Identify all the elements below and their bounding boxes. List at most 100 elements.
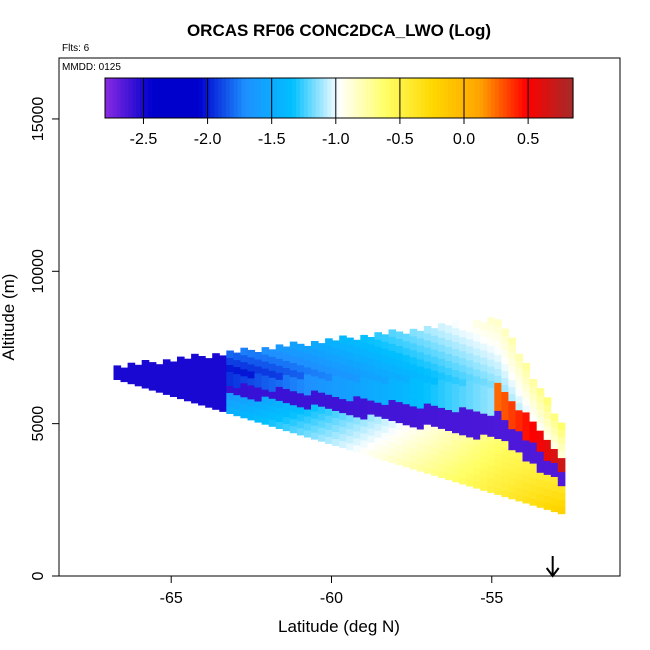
- heatmap-cell: [318, 343, 326, 351]
- heatmap-cell: [423, 431, 432, 439]
- heatmap-cell: [325, 422, 333, 430]
- heatmap-cell: [452, 327, 460, 336]
- heatmap-cell: [501, 482, 509, 491]
- heatmap-cell: [318, 399, 326, 407]
- heatmap-cell: [536, 416, 545, 424]
- heatmap-cell: [508, 407, 516, 416]
- colorbar-swatch: [498, 78, 504, 118]
- heatmap-cell: [487, 457, 495, 465]
- heatmap-cell: [437, 463, 446, 471]
- heatmap-cell: [423, 382, 432, 390]
- colorbar-swatch: [522, 78, 527, 118]
- heatmap-cell: [494, 375, 502, 383]
- heatmap-cell: [395, 429, 404, 438]
- heatmap-cell: [282, 423, 291, 432]
- heatmap-cell: [177, 356, 185, 365]
- heatmap-cell: [529, 386, 538, 394]
- colorbar-frame: [104, 77, 574, 119]
- heatmap-cell: [452, 432, 460, 441]
- heatmap-cell: [402, 347, 411, 356]
- heatmap-cell: [423, 410, 432, 418]
- heatmap-cell: [459, 434, 467, 443]
- heatmap-cell: [261, 354, 270, 362]
- heatmap-cell: [466, 436, 474, 445]
- heatmap-cell: [395, 415, 404, 424]
- heatmap-cell: [212, 402, 220, 410]
- heatmap-cell: [557, 429, 566, 438]
- heatmap-cell: [311, 390, 319, 398]
- heatmap-cell: [388, 406, 397, 414]
- heatmap-cell: [473, 404, 481, 412]
- heatmap-cell: [536, 500, 545, 508]
- heatmap-cell: [459, 427, 467, 436]
- heatmap-cell: [303, 387, 312, 396]
- colorbar-swatch: [510, 78, 516, 118]
- heatmap-cell: [550, 504, 559, 513]
- heatmap-cell: [296, 385, 305, 394]
- heatmap-cell: [452, 397, 460, 406]
- heatmap-cell: [459, 357, 467, 366]
- heatmap-cell: [184, 365, 192, 374]
- heatmap-cell: [515, 416, 524, 425]
- heatmap-cell: [508, 442, 516, 451]
- colorbar-swatch: [175, 78, 180, 118]
- heatmap-cell: [233, 366, 241, 375]
- heatmap-cell: [416, 408, 425, 416]
- heatmap-cell: [381, 390, 390, 398]
- colorbar: -2.5 -2.0 -1.5 -1.0 -0.5 0.0 0.5: [104, 77, 574, 148]
- heatmap-cell: [402, 417, 411, 426]
- heatmap-cell: [494, 368, 502, 376]
- heatmap-cell: [282, 367, 291, 375]
- colorbar-swatch: [530, 78, 535, 118]
- heatmap-cell: [205, 386, 213, 394]
- heatmap-cell: [409, 377, 418, 386]
- heatmap-cell: [296, 371, 305, 380]
- heatmap-cell: [346, 407, 354, 416]
- heatmap-cell: [169, 389, 178, 397]
- heatmap-cell: [423, 438, 432, 446]
- heatmap-cell: [388, 392, 397, 400]
- heatmap-cell: [409, 335, 418, 344]
- colorbar-swatch: [163, 78, 168, 118]
- heatmap-cell: [127, 362, 136, 371]
- heatmap-cell: [543, 453, 552, 461]
- heatmap-cell: [522, 468, 531, 476]
- heatmap-cell: [296, 406, 305, 415]
- heatmap-cell: [303, 366, 312, 375]
- heatmap-cell: [487, 401, 495, 409]
- heatmap-cell: [480, 434, 488, 442]
- heatmap-cell: [508, 477, 516, 486]
- heatmap-cell: [494, 424, 502, 432]
- heatmap-cell: [480, 406, 488, 414]
- colorbar-swatch: [428, 78, 434, 118]
- heatmap-cell: [452, 390, 460, 399]
- heatmap-cell: [423, 459, 432, 467]
- colorbar-swatch: [342, 78, 348, 118]
- heatmap-cell: [536, 402, 545, 410]
- colorbar-swatch: [553, 78, 558, 118]
- colorbar-swatch: [502, 78, 508, 118]
- heatmap-cell: [409, 363, 418, 372]
- heatmap-cell: [494, 417, 502, 425]
- heatmap-cell: [501, 433, 509, 442]
- heatmap-cell: [508, 344, 516, 353]
- colorbar-swatch: [463, 78, 469, 118]
- heatmap-cell: [437, 372, 446, 380]
- heatmap-cell: [445, 346, 453, 354]
- heatmap-cell: [169, 382, 178, 390]
- heatmap-cell: [409, 426, 418, 435]
- colorbar-swatch: [393, 78, 399, 118]
- heatmap-cell: [303, 380, 312, 389]
- heatmap-cell: [508, 456, 516, 465]
- heatmap-cell: [381, 411, 390, 419]
- heatmap-cell: [515, 360, 524, 369]
- heatmap-cell: [360, 384, 368, 392]
- heatmap-cell: [289, 404, 298, 413]
- heatmap-cell: [339, 433, 347, 442]
- heatmap-cell: [212, 374, 220, 382]
- heatmap-cell: [268, 363, 277, 371]
- heatmap-cell: [254, 373, 263, 381]
- heatmap-cell: [473, 432, 481, 440]
- heatmap-cell: [473, 467, 481, 475]
- colorbar-swatch: [491, 78, 496, 118]
